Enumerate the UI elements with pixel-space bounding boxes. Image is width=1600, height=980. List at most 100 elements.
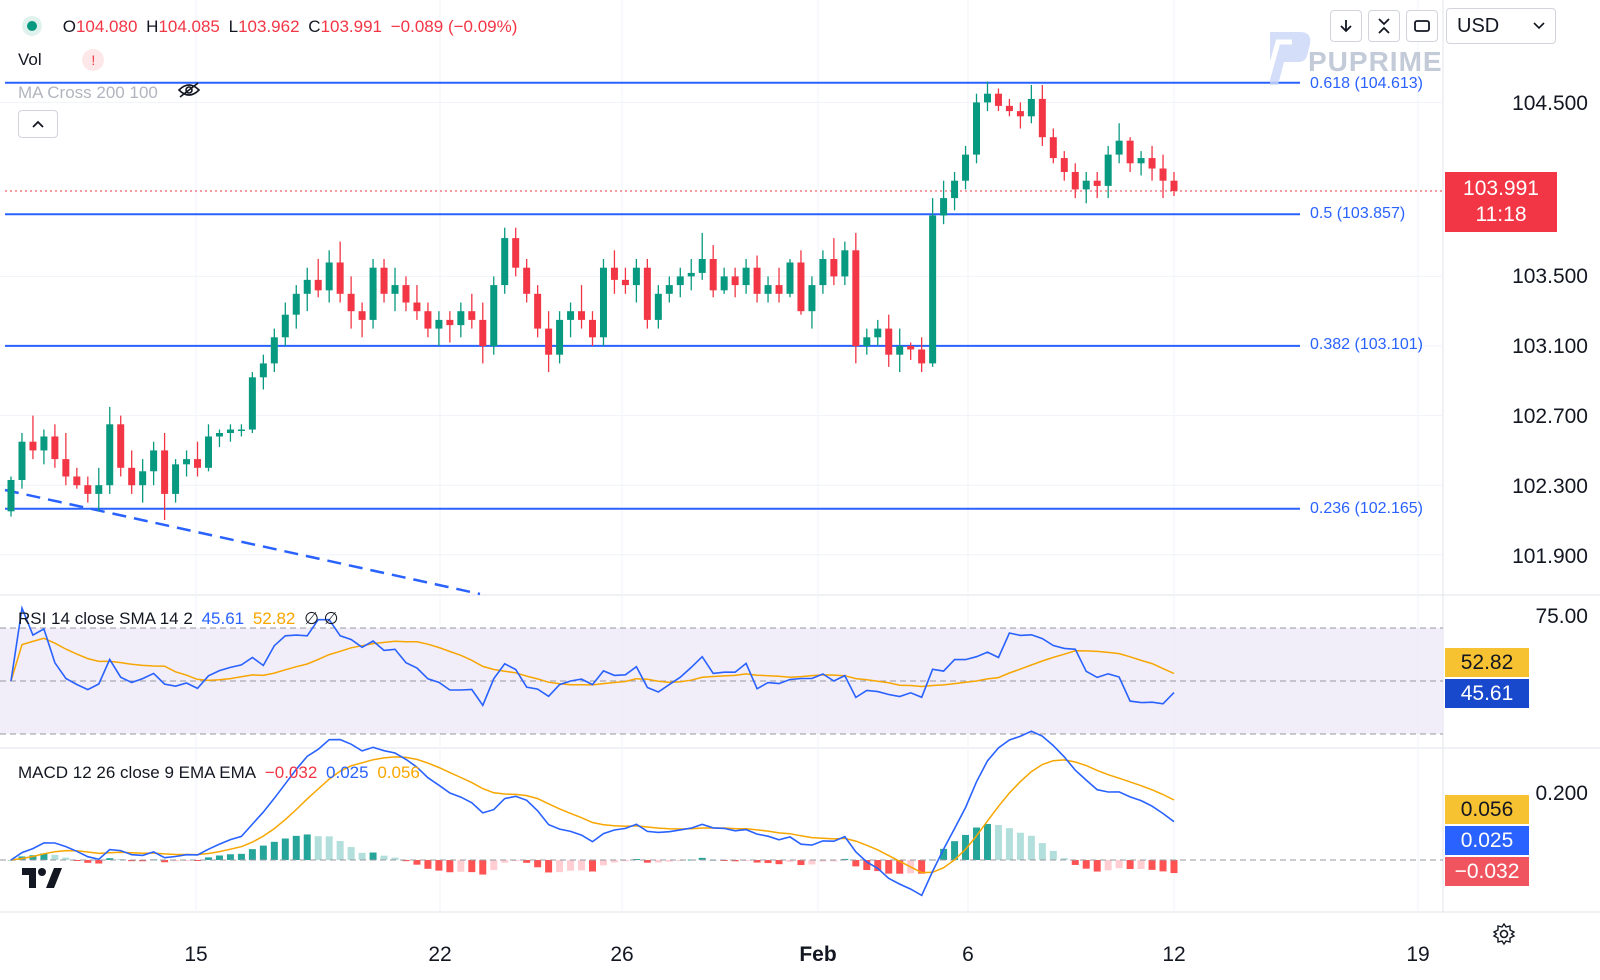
- candle-body: [1115, 140, 1123, 155]
- rsi-value: 45.61: [201, 609, 245, 628]
- maximize-button[interactable]: [1406, 10, 1438, 42]
- candle-body: [578, 311, 586, 320]
- candle-body: [204, 436, 212, 468]
- macd-histogram-bar: [84, 860, 92, 863]
- candle-body: [512, 238, 520, 268]
- high-value: 104.085: [158, 17, 220, 36]
- candle-body: [73, 476, 81, 486]
- candle-body: [676, 276, 684, 286]
- macd-histogram-bar: [1104, 860, 1112, 871]
- macd-histogram-bar: [1038, 843, 1046, 860]
- macd-histogram-bar: [347, 847, 355, 860]
- macd-histogram-bar: [983, 823, 991, 860]
- macd-histogram-bar: [1170, 860, 1178, 874]
- candle-body: [929, 215, 937, 364]
- price-tick: 101.900: [1512, 545, 1588, 568]
- macd-histogram-bar: [512, 860, 520, 862]
- macd-histogram-bar: [106, 858, 114, 860]
- macd-histogram-bar: [215, 855, 223, 860]
- ma-cross-legend[interactable]: MA Cross 200 100: [18, 82, 205, 103]
- macd-histogram-bar: [786, 860, 794, 862]
- candle-body: [446, 319, 454, 326]
- candle-body: [567, 311, 575, 320]
- rsi-tag: 45.61: [1445, 679, 1529, 708]
- macd-histogram-bar: [1082, 860, 1090, 869]
- ma-cross-label: MA Cross 200 100: [18, 83, 158, 102]
- macd-label: MACD 12 26 close 9 EMA EMA: [18, 763, 257, 782]
- candle-body: [1082, 180, 1090, 190]
- candle-body: [1170, 180, 1178, 191]
- vol-legend[interactable]: Vol !: [18, 49, 108, 71]
- candle-body: [84, 485, 92, 494]
- macd-histogram-bar: [1060, 858, 1068, 860]
- candle-body: [610, 267, 618, 280]
- macd-histogram-bar: [248, 849, 256, 860]
- candle-body: [643, 267, 651, 320]
- macd-histogram-bar: [194, 860, 202, 861]
- arrow-down-icon: [1340, 20, 1352, 33]
- macd-histogram-bar: [468, 860, 476, 873]
- candle-body: [994, 93, 1002, 106]
- maximize-icon: [1414, 20, 1430, 32]
- candle-body: [1159, 168, 1167, 181]
- macd-histogram-bar: [589, 860, 596, 872]
- currency-select[interactable]: USD: [1446, 8, 1556, 44]
- rsi-legend[interactable]: RSI 14 close SMA 14 2 45.61 52.82 ∅ ∅: [18, 609, 342, 629]
- candle-body: [808, 285, 816, 312]
- eye-hidden-icon[interactable]: [177, 82, 201, 102]
- macd-histogram-bar: [1049, 850, 1057, 860]
- macd-hist-tag: −0.032: [1445, 857, 1529, 886]
- candle-body: [698, 259, 706, 273]
- candle-body: [62, 459, 70, 477]
- candle-body: [1005, 105, 1013, 112]
- macd-histogram-bar: [413, 860, 421, 865]
- candle-body: [940, 198, 948, 216]
- scroll-down-button[interactable]: [1330, 10, 1362, 42]
- macd-histogram-bar: [896, 860, 904, 874]
- candle-body: [1016, 111, 1024, 117]
- candle-body: [534, 293, 542, 329]
- candle-body: [7, 479, 15, 512]
- time-tick: 15: [184, 943, 208, 966]
- candle-body: [599, 267, 607, 338]
- collapse-legend-button[interactable]: [18, 110, 58, 138]
- macd-signal-tag: 0.056: [1445, 795, 1529, 824]
- macd-tick: 0.200: [1535, 782, 1588, 805]
- macd-signal-value: 0.056: [377, 763, 420, 782]
- candle-body: [194, 459, 202, 468]
- open-value: 104.080: [75, 17, 138, 36]
- macd-histogram-bar: [457, 860, 465, 872]
- candle-body: [709, 259, 717, 291]
- macd-histogram-bar: [545, 860, 553, 873]
- macd-histogram-bar: [523, 860, 531, 863]
- candle-body: [951, 180, 959, 199]
- candle-body: [248, 377, 256, 430]
- candle-body: [665, 285, 673, 294]
- macd-histogram-bar: [446, 860, 454, 873]
- high-label: H: [146, 17, 159, 36]
- macd-histogram-bar: [40, 853, 48, 860]
- macd-histogram-bar: [808, 860, 816, 865]
- macd-histogram-bar: [742, 860, 750, 861]
- macd-histogram-bar: [1159, 860, 1167, 872]
- candle-body: [435, 319, 443, 329]
- settings-gear-icon[interactable]: [1492, 922, 1516, 946]
- candle-body: [621, 279, 629, 286]
- tradingview-logo[interactable]: [22, 866, 66, 892]
- macd-histogram-bar: [424, 860, 432, 869]
- open-label: O: [62, 17, 76, 36]
- collapse-button[interactable]: [1368, 10, 1400, 42]
- rsi-tick: 75.00: [1535, 605, 1588, 628]
- candle-body: [29, 441, 37, 451]
- candle-body: [775, 285, 783, 294]
- candle-body: [270, 337, 278, 364]
- macd-histogram-bar: [161, 860, 169, 863]
- macd-legend[interactable]: MACD 12 26 close 9 EMA EMA −0.032 0.025 …: [18, 763, 424, 783]
- candle-body: [161, 450, 169, 494]
- macd-histogram-bar: [226, 854, 234, 860]
- macd-histogram-bar: [1126, 860, 1134, 870]
- macd-histogram-bar: [270, 841, 278, 860]
- candle-body: [358, 311, 366, 320]
- candle-body: [18, 441, 26, 480]
